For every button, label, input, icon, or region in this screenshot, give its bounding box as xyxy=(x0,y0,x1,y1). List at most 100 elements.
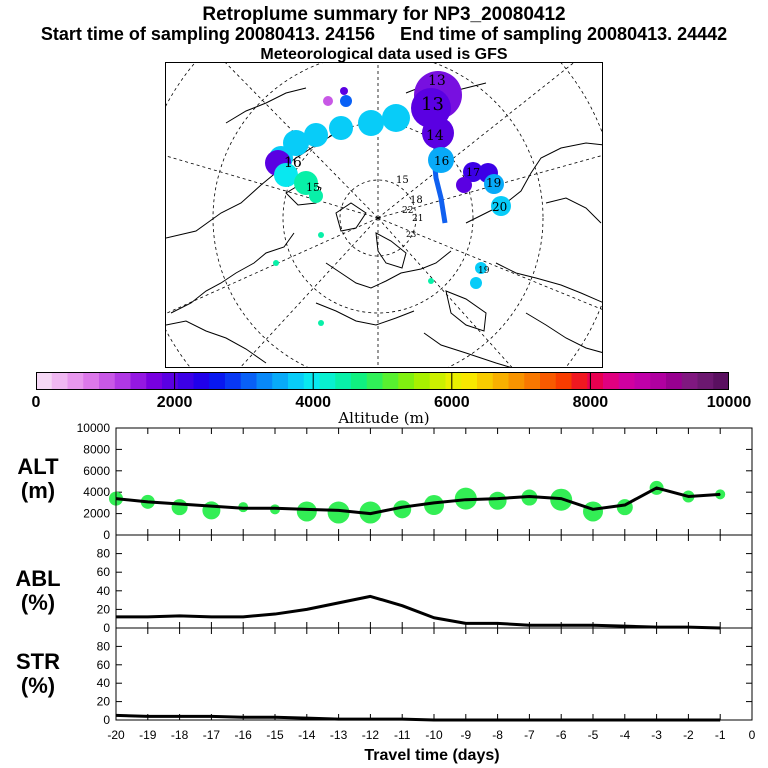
data-point xyxy=(560,498,562,500)
y-tick-label: 0 xyxy=(103,713,110,727)
map-svg: 13 13 14 15 16 17 18 19 20 21 22 23 19 1… xyxy=(166,63,602,367)
data-point xyxy=(274,716,276,718)
colorbar-axis-label: Altitude (m) xyxy=(338,409,430,427)
data-point xyxy=(274,613,276,615)
alt-series-line xyxy=(115,486,721,516)
colorbar-segment xyxy=(508,372,525,390)
map-day-label: 20 xyxy=(492,200,507,214)
plume-bubble xyxy=(323,96,333,106)
plume-bubble xyxy=(422,117,454,149)
data-point xyxy=(306,508,308,510)
y-tick-label: 2000 xyxy=(83,507,110,521)
x-tick-label: -12 xyxy=(362,728,380,742)
alt-panel-label: ALT (m) xyxy=(3,455,73,503)
x-tick-label: -3 xyxy=(651,728,662,742)
alt-panel: 0 2000 4000 6000 8000 10000 xyxy=(77,421,753,542)
colorbar-segment xyxy=(603,372,620,390)
plume-bubble xyxy=(294,171,318,195)
abl-panel-label: ABL (%) xyxy=(3,567,73,615)
map-day-label: 18 xyxy=(410,195,423,206)
colorbar-segment xyxy=(162,372,179,390)
data-point xyxy=(560,624,562,626)
x-tick-label: -2 xyxy=(683,728,694,742)
map-day-label: 19 xyxy=(478,266,490,276)
polar-plume-map: 13 13 14 15 16 17 18 19 20 21 22 23 19 1… xyxy=(165,62,603,368)
data-bubble xyxy=(171,499,188,516)
data-point xyxy=(338,509,340,511)
data-point xyxy=(147,715,149,717)
colorbar-segment xyxy=(697,372,714,390)
colorbar-segment xyxy=(571,372,588,390)
str-panel-frame xyxy=(115,627,753,721)
colorbar-tick-label: 10000 xyxy=(706,394,752,411)
colorbar-tick-label: 6000 xyxy=(434,394,470,411)
map-day-label: 17 xyxy=(466,166,480,179)
data-point xyxy=(242,507,244,509)
y-tick-label: 40 xyxy=(97,676,111,690)
start-time: Start time of sampling 20080413. 24156 xyxy=(40,24,375,44)
end-time: End time of sampling 20080413. 24442 xyxy=(400,24,728,44)
data-point xyxy=(369,513,371,515)
x-tick-label: -6 xyxy=(556,728,567,742)
data-point xyxy=(369,595,371,597)
colorbar-tick-label: 8000 xyxy=(572,394,609,411)
abl-panel: 0 20 40 60 80 xyxy=(97,534,753,635)
abl-panel-label-line2: (%) xyxy=(20,590,56,615)
x-tick-label: -1 xyxy=(715,728,726,742)
str-panel: 0 20 40 60 80 xyxy=(97,627,753,727)
data-point xyxy=(687,626,689,628)
data-bubble xyxy=(296,501,317,522)
plume-bubble xyxy=(304,123,328,147)
chart-title: Retroplume summary for NP3_20080412 xyxy=(202,4,566,25)
plume-bubble xyxy=(491,196,511,216)
colorbar-segment xyxy=(555,372,572,390)
colorbar-segment xyxy=(193,372,210,390)
map-day-label: 15 xyxy=(396,175,409,186)
map-day-label: 15 xyxy=(306,181,320,194)
data-point xyxy=(306,608,308,610)
x-tick-label: -11 xyxy=(394,728,411,742)
x-tick-label: -18 xyxy=(171,728,189,742)
data-point xyxy=(242,616,244,618)
x-tick-label: 0 xyxy=(749,728,756,742)
x-tick-label: -13 xyxy=(330,728,348,742)
map-day-label: 13 xyxy=(421,94,444,115)
plume-bubble xyxy=(428,147,454,173)
str-panel-label-line2: (%) xyxy=(20,673,56,698)
data-point xyxy=(147,616,149,618)
map-day-label: 14 xyxy=(426,128,444,144)
colorbar-segment xyxy=(650,372,667,390)
colorbar-tick-label: 0 xyxy=(31,394,41,411)
colorbar-segment xyxy=(492,372,509,390)
plume-bubble xyxy=(274,163,298,187)
colorbar-segment xyxy=(634,372,651,390)
data-point xyxy=(687,495,689,497)
colorbar-segment xyxy=(177,372,194,390)
colorbar-segment xyxy=(445,372,462,390)
colorbar-segment xyxy=(240,372,257,390)
colorbar-segment xyxy=(114,372,131,390)
colorbar-frame xyxy=(36,372,729,390)
data-point xyxy=(465,499,467,501)
abl-panel-frame xyxy=(115,534,753,629)
colorbar-segment xyxy=(681,372,698,390)
alt-panel-label-line2: (m) xyxy=(20,478,56,503)
x-tick-label: -5 xyxy=(588,728,599,742)
colorbar-segment xyxy=(256,372,273,390)
plume-bubble xyxy=(329,116,353,140)
plume-bubble xyxy=(463,162,483,182)
map-day-label: 16 xyxy=(434,154,449,168)
data-point xyxy=(338,602,340,604)
plume-bubble xyxy=(475,262,487,274)
data-point xyxy=(592,508,594,510)
plume-bubble xyxy=(470,277,482,289)
data-point xyxy=(306,717,308,719)
data-point xyxy=(528,495,530,497)
colorbar-segment xyxy=(713,372,729,390)
colorbar-segment xyxy=(130,372,147,390)
data-point xyxy=(656,626,658,628)
plume-bubble xyxy=(318,320,324,326)
abl-panel-label-line1: ABL xyxy=(15,566,61,591)
colorbar-segment xyxy=(83,372,100,390)
colorbar-segment xyxy=(288,372,305,390)
